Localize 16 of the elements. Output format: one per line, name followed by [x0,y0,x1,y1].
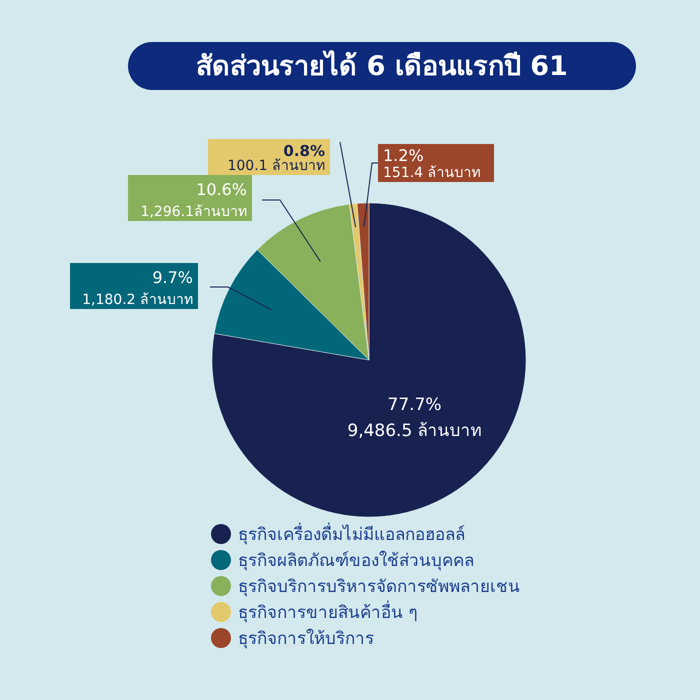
data-label: 0.8% [283,142,325,160]
text: 151.4 ล้านบาท [383,165,481,181]
chart-title: สัดส่วนรายได้ 6 เดือนแรกปี 61 [196,50,568,82]
legend-label: ธุรกิจบริการบริหารจัดการซัพพลายเชน [238,577,520,597]
data-label: 1.2% [383,146,424,165]
data-label: 10.6% [196,180,247,199]
legend-label: ธุรกิจการขายสินค้าอื่น ๆ [238,600,418,623]
text: 100.1 ล้านบาท [227,158,325,174]
text: 1,296.1ล้านบาท [140,204,247,220]
data-label: 9.7% [152,268,193,287]
legend-label: ธุรกิจผลิตภัณฑ์ของใช้ส่วนบุคคล [238,550,474,571]
text: 1,180.2 ล้านบาท [82,292,193,308]
data-label: 77.7% [388,395,442,416]
text: 9,486.5 ล้านบาท [347,421,482,442]
legend-label: ธุรกิจเครื่องดื่มไม่มีแอลกอฮอลล์ [238,522,465,545]
legend-label: ธุรกิจการให้บริการ [238,628,374,649]
